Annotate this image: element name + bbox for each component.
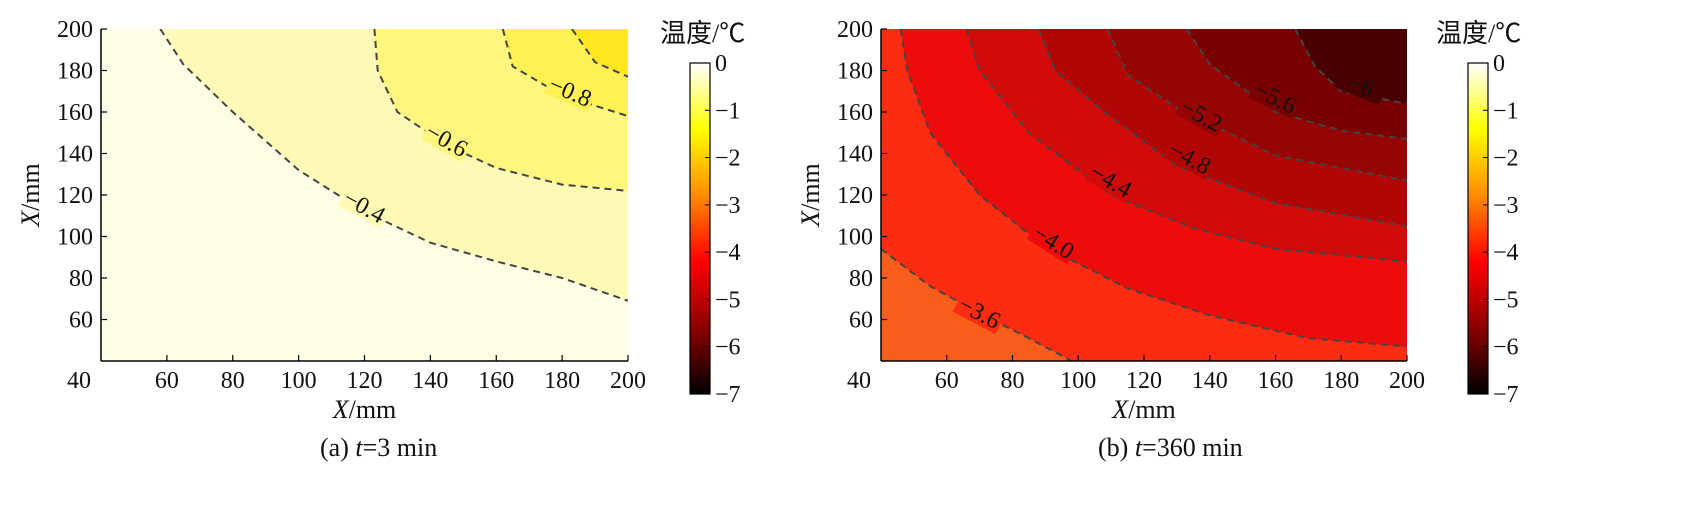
colorbar-tick-label: −7 bbox=[1493, 382, 1519, 408]
x-tick-label: 60 bbox=[935, 368, 959, 394]
colorbar-tick-label: 0 bbox=[1493, 51, 1505, 77]
panel-caption: (b) t=360 min bbox=[1098, 433, 1243, 462]
x-tick-label: 200 bbox=[1389, 368, 1425, 394]
colorbar-tick-label: −6 bbox=[1493, 335, 1519, 361]
x-tick-label: 80 bbox=[221, 368, 245, 394]
chart-panel-b: −3.6−4.0−4.4−4.8−5.2 −5.6 −660 80 100 120 140 1… bbox=[796, 17, 1521, 462]
y-tick-label: 120 bbox=[57, 183, 93, 209]
colorbar-tick-label: −2 bbox=[715, 146, 741, 172]
chart-panel-a: −0.4−0.6−0.860 80 100 120 140 160 180 200608010… bbox=[16, 17, 745, 462]
contour-label-bg bbox=[1026, 217, 1082, 265]
caption-prefix: (a) bbox=[320, 433, 355, 462]
contour-fills bbox=[101, 29, 628, 361]
y-axis-label-unit: /mm bbox=[16, 163, 45, 211]
contour-line bbox=[899, 29, 1407, 348]
contour-label-bg bbox=[420, 115, 475, 163]
y-tick-label: 160 bbox=[837, 100, 873, 126]
x-axis-label-var: X bbox=[1111, 395, 1129, 424]
x-tick-label: 120 bbox=[1126, 368, 1162, 394]
colorbar-tick-label: −3 bbox=[1493, 193, 1519, 219]
y-axis-label-var: X bbox=[16, 210, 45, 228]
y-axis-label: X/mm bbox=[16, 163, 45, 228]
y-tick-label: 180 bbox=[837, 59, 873, 85]
caption-var: t bbox=[355, 433, 363, 462]
caption-prefix: (b) bbox=[1098, 433, 1135, 462]
y-axis-label-var: X bbox=[796, 210, 825, 228]
x-axis-label: X/mm bbox=[332, 395, 397, 424]
contour-line bbox=[1185, 29, 1407, 140]
y-tick-label: 60 bbox=[69, 308, 93, 334]
contour-line bbox=[881, 248, 1073, 361]
y-tick-label: 80 bbox=[849, 266, 873, 292]
y-tick-label: 120 bbox=[837, 183, 873, 209]
x-tick-label: 100 bbox=[1060, 368, 1096, 394]
colorbar bbox=[1467, 62, 1489, 395]
colorbar-tick-label: −1 bbox=[715, 98, 741, 124]
contour-label: −6 bbox=[1334, 62, 1389, 106]
x-axis-label-var: X bbox=[332, 395, 350, 424]
x-tick-label: 80 bbox=[1001, 368, 1025, 394]
colorbar-tick-label: −3 bbox=[715, 193, 741, 219]
colorbar-tick-label: −5 bbox=[1493, 287, 1519, 313]
y-axis-label-unit: /mm bbox=[796, 163, 825, 211]
contour-label-bg bbox=[1163, 134, 1218, 180]
contour-line bbox=[1106, 29, 1407, 182]
y-tick-label: 100 bbox=[837, 225, 873, 251]
y-tick-label: 180 bbox=[57, 59, 93, 85]
x-axis-label: X/mm bbox=[1111, 395, 1176, 424]
x-tick-label: 160 bbox=[1258, 368, 1294, 394]
x-tick-label: 160 bbox=[478, 368, 514, 394]
contour-label-bg bbox=[1334, 62, 1389, 106]
y-axis-label: X/mm bbox=[796, 163, 825, 228]
y-tick-label: 80 bbox=[69, 266, 93, 292]
colorbar-tick-label: −7 bbox=[715, 382, 741, 408]
x-axis-label-unit: /mm bbox=[349, 395, 397, 424]
origin-tick-label: 40 bbox=[847, 368, 871, 394]
contour-line bbox=[1037, 29, 1407, 228]
contour-label-bg bbox=[1174, 91, 1230, 138]
x-tick-label: 120 bbox=[347, 368, 383, 394]
colorbar-tick-label: −4 bbox=[1493, 240, 1519, 266]
contour-label-bg bbox=[543, 68, 598, 112]
colorbar-tick-label: −1 bbox=[1493, 98, 1519, 124]
origin-tick-label: 40 bbox=[67, 368, 91, 394]
caption-value: =360 min bbox=[1142, 433, 1243, 462]
contour-line bbox=[965, 29, 1407, 263]
y-tick-label: 60 bbox=[849, 308, 873, 334]
colorbar-tick-label: −2 bbox=[1493, 146, 1519, 172]
caption-value: =3 min bbox=[363, 433, 438, 462]
colorbar-tick-label: −4 bbox=[715, 240, 741, 266]
colorbar-title: 温度/℃ bbox=[660, 19, 745, 48]
y-tick-label: 160 bbox=[57, 100, 93, 126]
contour-label: −0.8 bbox=[543, 68, 598, 113]
x-tick-label: 180 bbox=[544, 368, 580, 394]
y-tick-label: 100 bbox=[57, 225, 93, 251]
contour-label-bg bbox=[1084, 156, 1139, 203]
panel-caption: (a) t=3 min bbox=[320, 433, 437, 462]
y-tick-label: 140 bbox=[57, 142, 93, 168]
contour-label-bg bbox=[952, 288, 1008, 334]
x-tick-label: 200 bbox=[610, 368, 646, 394]
y-tick-label: 140 bbox=[837, 142, 873, 168]
x-tick-label: 60 bbox=[155, 368, 179, 394]
x-axis-label-unit: /mm bbox=[1128, 395, 1176, 424]
colorbar-tick-label: −6 bbox=[715, 335, 741, 361]
fill-band bbox=[572, 29, 628, 77]
contour-label-bg bbox=[1248, 74, 1304, 120]
x-tick-label: 140 bbox=[412, 368, 448, 394]
y-tick-label: 200 bbox=[57, 17, 93, 43]
contour-line bbox=[571, 29, 628, 78]
colorbar bbox=[689, 62, 711, 395]
colorbar-tick-label: 0 bbox=[715, 51, 727, 77]
x-tick-label: 100 bbox=[281, 368, 317, 394]
contour-label-bg bbox=[337, 182, 393, 229]
x-tick-label: 140 bbox=[1192, 368, 1228, 394]
caption-var: t bbox=[1135, 433, 1143, 462]
x-tick-label: 180 bbox=[1323, 368, 1359, 394]
y-tick-label: 200 bbox=[837, 17, 873, 43]
colorbar-title: 温度/℃ bbox=[1436, 19, 1521, 48]
colorbar-tick-label: −5 bbox=[715, 287, 741, 313]
